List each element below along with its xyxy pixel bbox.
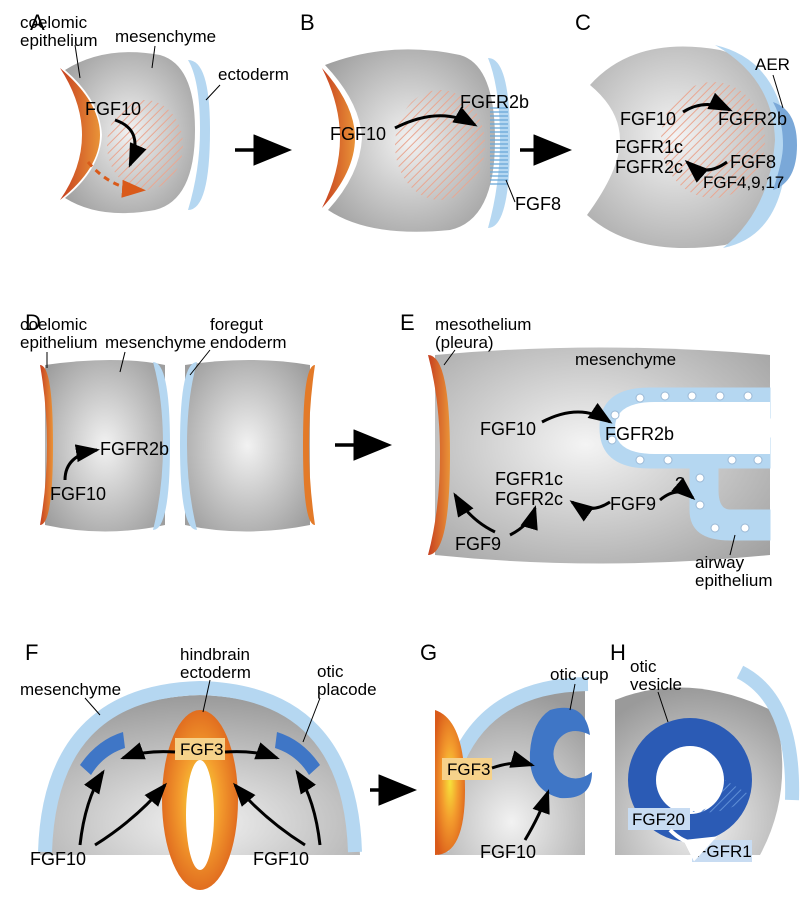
- label-question-e: ?: [675, 474, 685, 494]
- panel-letter-f: F: [25, 640, 38, 665]
- label-mes-f: mesenchyme: [20, 680, 121, 699]
- label-fgf8-c: FGF8: [730, 152, 776, 172]
- label-fgfr2b-d: FGFR2b: [100, 439, 169, 459]
- label-fgfr2c-e: FGFR2c: [495, 489, 563, 509]
- panel-c: C AER FGF10 FGFR2b FGFR1c FGFR2c FGF8 FG…: [575, 10, 797, 248]
- label-fgfr1c-e: FGFR1c: [495, 469, 563, 489]
- label-foregut-d: foregutendoderm: [210, 315, 287, 352]
- label-fgf10-c: FGF10: [620, 109, 676, 129]
- label-fgfothers-c: FGF4,9,17: [703, 173, 784, 192]
- label-fgf9-e: FGF9: [455, 534, 501, 554]
- panel-letter-g: G: [420, 640, 437, 665]
- label-fgf9-2-e: FGF9: [610, 494, 656, 514]
- panel-letter-h: H: [610, 640, 626, 665]
- panel-letter-c: C: [575, 10, 591, 35]
- label-ectoderm-a: ectoderm: [218, 65, 289, 84]
- panel-letter-b: B: [300, 10, 315, 35]
- label-fgf10-a: FGF10: [85, 99, 141, 119]
- leader-mes-f: [85, 698, 100, 715]
- label-otic-f: oticplacode: [317, 662, 377, 699]
- panel-h: H oticvesicle FGF20 FGFR1: [610, 640, 792, 862]
- label-fgf10-g: FGF10: [480, 842, 536, 862]
- panel-f: F mesenchyme hindbrainectoderm oticplaco…: [20, 640, 377, 890]
- label-oticves-h: oticvesicle: [630, 657, 682, 694]
- label-fgfr2b-b: FGFR2b: [460, 92, 529, 112]
- panel-e: E mesothelium(pleura) mesenchyme FG: [400, 310, 773, 590]
- label-fgfr2c-c: FGFR2c: [615, 157, 683, 177]
- label-fgfr1c-c: FGFR1c: [615, 137, 683, 157]
- label-airway-e: airwayepithelium: [695, 553, 773, 590]
- label-fgf10-b: FGF10: [330, 124, 386, 144]
- label-fgfr1-h: FGFR1: [696, 842, 752, 861]
- label-fgfr2b-e: FGFR2b: [605, 424, 674, 444]
- mes-d-right: [185, 360, 310, 532]
- panel-a: A coelomicepithelium mesenchyme ectoderm…: [20, 10, 289, 213]
- label-fgf10l-f: FGF10: [30, 849, 86, 869]
- hindbrain-lumen-f: [186, 760, 214, 870]
- label-fgf3-f: FGF3: [180, 740, 223, 759]
- panel-b: B FGF10 FGFR2b FGF8: [300, 10, 561, 232]
- label-fgf3-g: FGF3: [447, 760, 490, 779]
- label-fgf20-h: FGF20: [632, 810, 685, 829]
- label-fgf10-d: FGF10: [50, 484, 106, 504]
- label-coelomic-a: coelomicepithelium: [20, 13, 98, 50]
- label-aer-c: AER: [755, 55, 790, 74]
- label-hind-f: hindbrainectoderm: [180, 645, 251, 682]
- diagram-root: A coelomicepithelium mesenchyme ectoderm…: [0, 0, 800, 909]
- label-fgfr2b-c: FGFR2b: [718, 109, 787, 129]
- label-mesenchyme-a: mesenchyme: [115, 27, 216, 46]
- fgf8-band-b: [490, 105, 508, 185]
- leader-fgf8-b: [506, 180, 515, 202]
- label-mes-e: mesenchyme: [575, 350, 676, 369]
- label-fgf10r-f: FGF10: [253, 849, 309, 869]
- label-oticcup-g: otic cup: [550, 665, 609, 684]
- label-fgf8-b: FGF8: [515, 194, 561, 214]
- label-mes-d: mesenchyme: [105, 333, 206, 352]
- panel-letter-e: E: [400, 310, 415, 335]
- panel-g: G otic cup FGF3 FGF10: [420, 640, 609, 862]
- label-coel-d: coelomicepithelium: [20, 315, 98, 352]
- label-fgf10-e: FGF10: [480, 419, 536, 439]
- panel-d: D coelomicepithelium mesenchyme foregute…: [20, 310, 315, 532]
- leader-ecto-a: [206, 85, 220, 100]
- label-mesoth-e: mesothelium(pleura): [435, 315, 531, 352]
